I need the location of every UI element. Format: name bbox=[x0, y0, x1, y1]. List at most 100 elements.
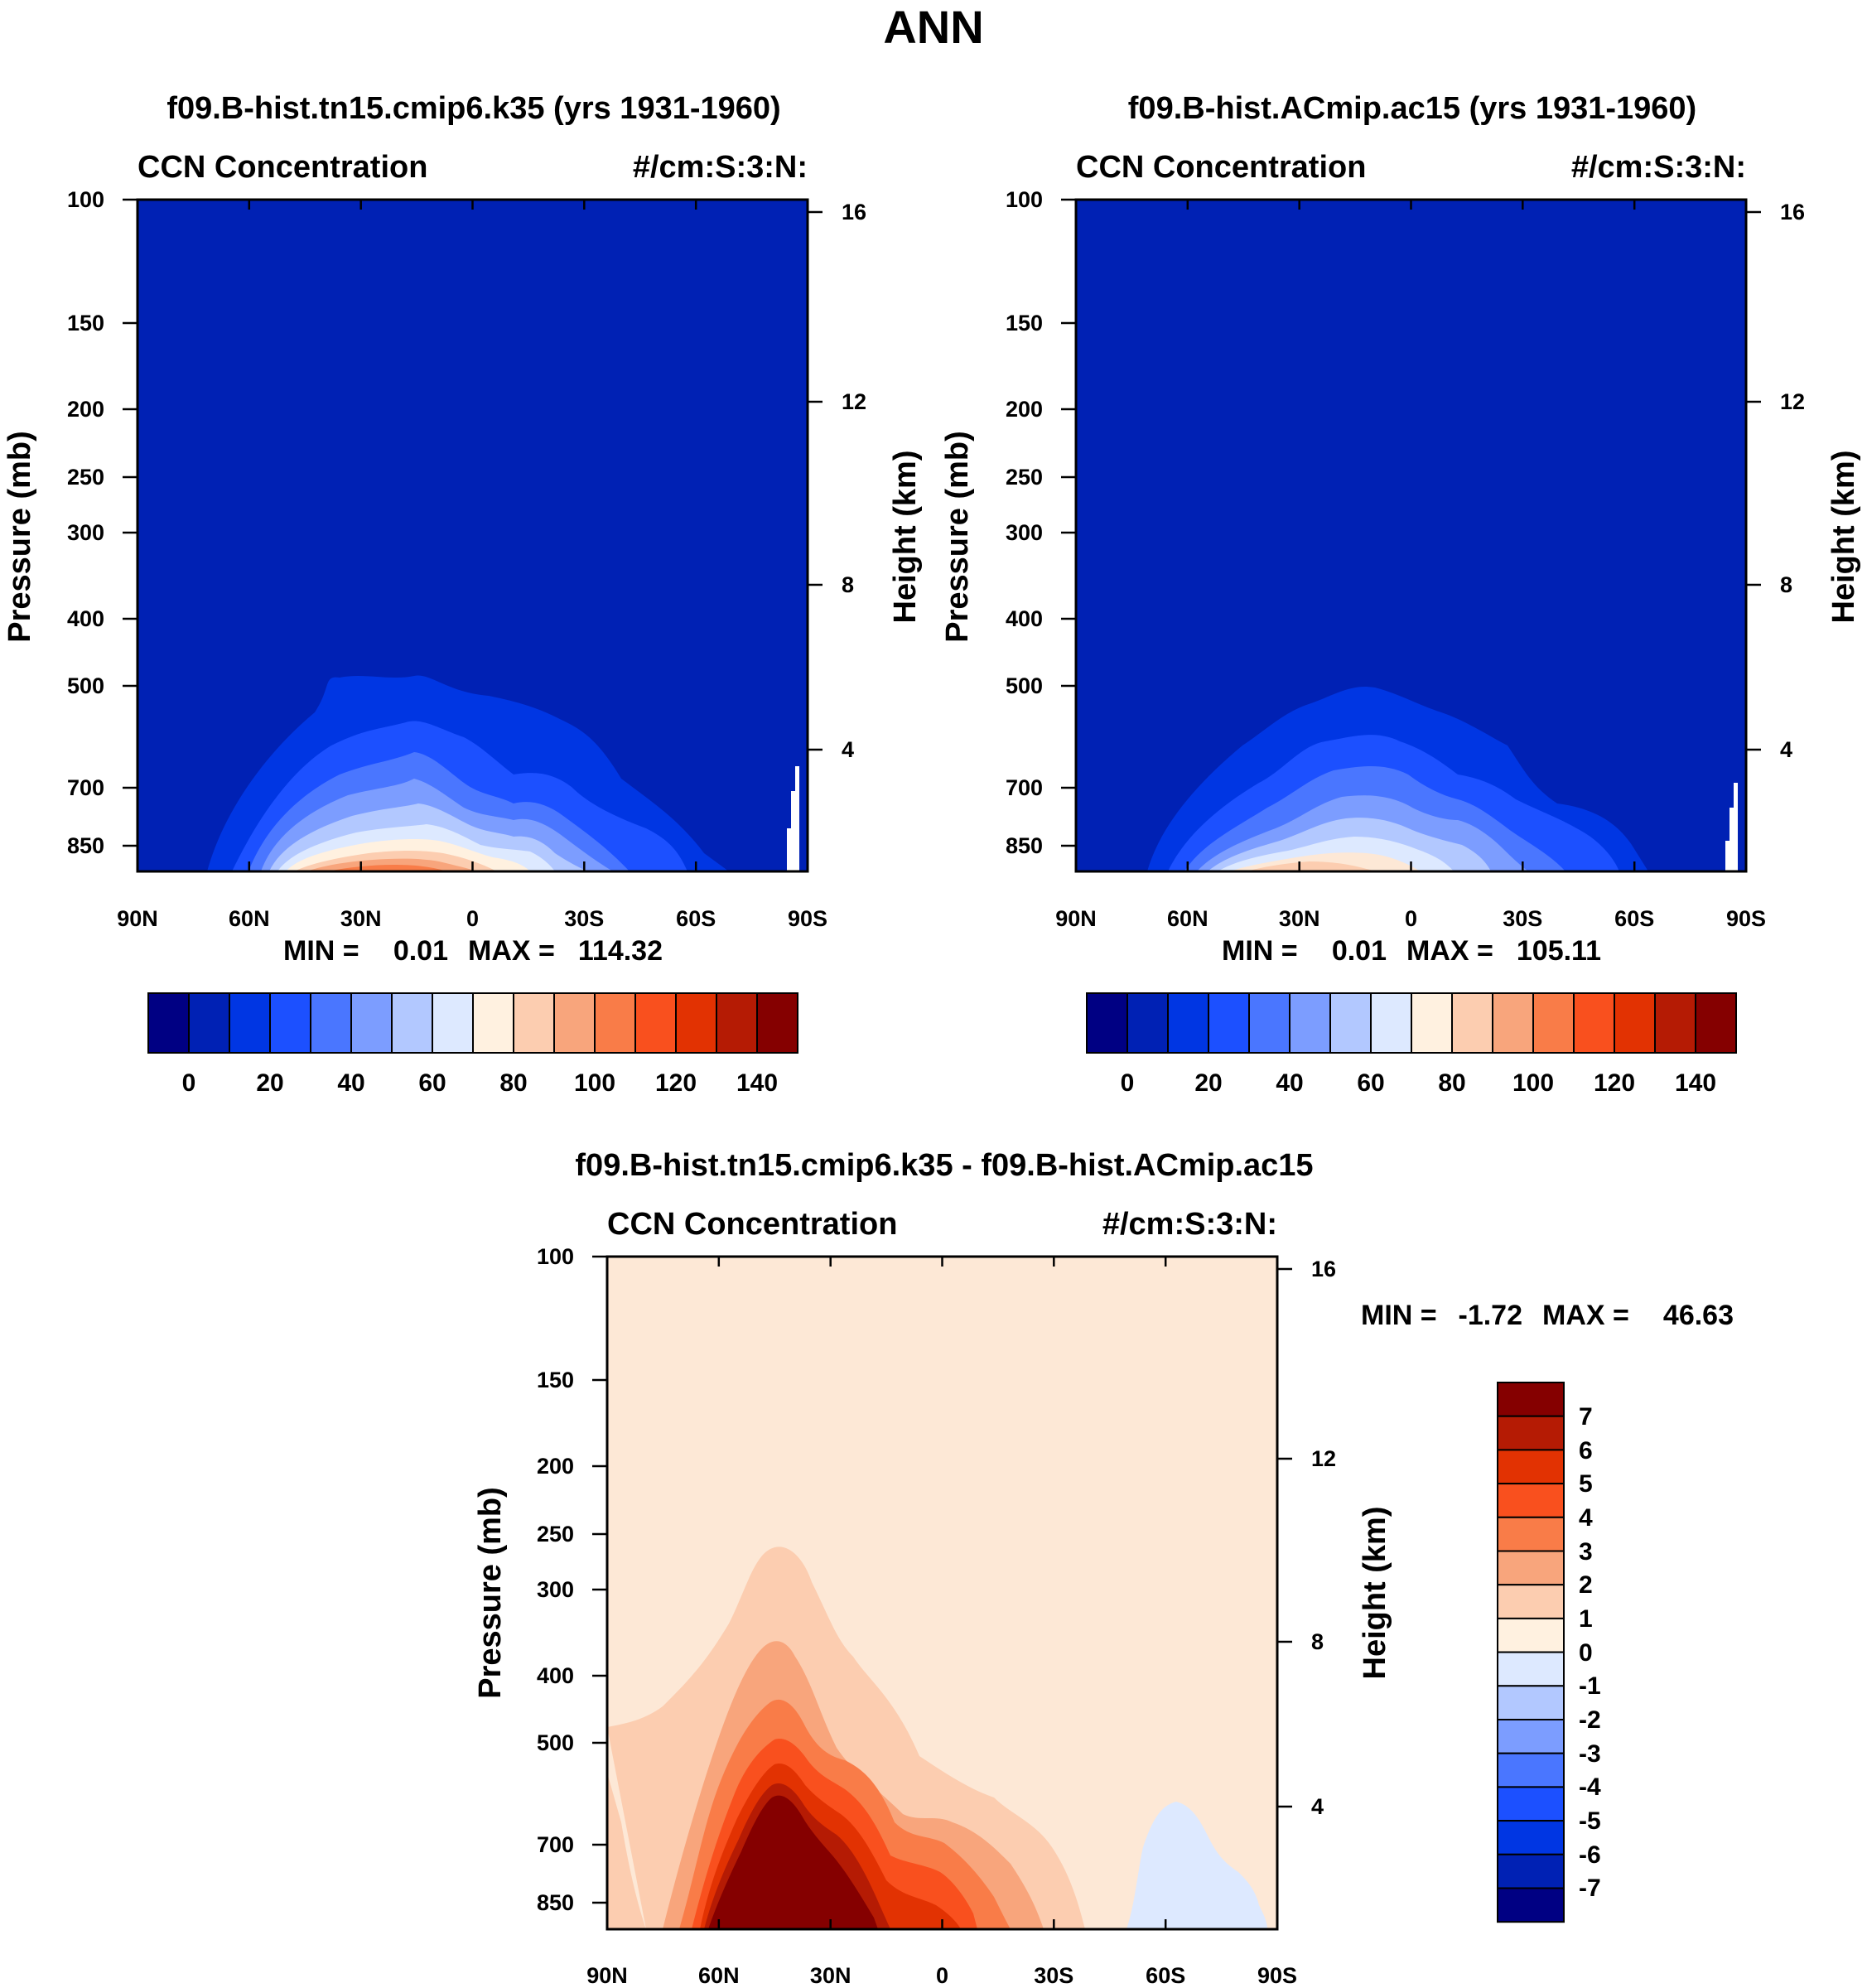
x-tick-label-case1: 90N bbox=[117, 906, 158, 931]
left-label-diff: CCN Concentration bbox=[607, 1207, 897, 1242]
colorbar-label-diff: 4 bbox=[1579, 1504, 1593, 1532]
y2-tick-label-diff: 12 bbox=[1311, 1446, 1336, 1471]
min-label-diff: MIN = bbox=[1361, 1300, 1437, 1331]
x-tick-label-diff: 60N bbox=[698, 1963, 740, 1988]
colorbar-label-case2: 80 bbox=[1438, 1069, 1465, 1097]
y-tick-label-case2: 400 bbox=[1006, 606, 1043, 631]
panel-diff: f09.B-hist.tn15.cmip6.k35 - f09.B-hist.A… bbox=[473, 1148, 1734, 1988]
y-tick-label-diff: 150 bbox=[537, 1368, 574, 1392]
colorbar-swatch bbox=[1289, 992, 1331, 1054]
colorbar-swatches-case1 bbox=[147, 992, 798, 1054]
colorbar-swatch bbox=[1532, 992, 1575, 1054]
colorbar-swatch bbox=[1497, 1617, 1565, 1653]
y-tick-label-case1: 100 bbox=[67, 187, 104, 212]
y-tick-label-diff: 850 bbox=[537, 1890, 574, 1915]
y-tick-label-diff: 400 bbox=[537, 1663, 574, 1688]
max-label-case2: MAX = bbox=[1406, 935, 1493, 967]
colorbar-label-case1: 20 bbox=[256, 1069, 283, 1097]
colorbar-label-case1: 40 bbox=[337, 1069, 364, 1097]
ticks-case2 bbox=[1061, 198, 1761, 871]
max-label-diff: MAX = bbox=[1542, 1300, 1629, 1331]
colorbar-label-diff: -7 bbox=[1579, 1875, 1601, 1902]
colorbar-swatch bbox=[1497, 1584, 1565, 1619]
colorbar-swatch bbox=[594, 992, 636, 1054]
colorbar-label-diff: 1 bbox=[1579, 1605, 1593, 1633]
colorbar-label-case1: 140 bbox=[736, 1069, 778, 1097]
colorbar-swatch bbox=[1086, 992, 1128, 1054]
colorbar-label-diff: -4 bbox=[1579, 1773, 1601, 1801]
panel-title-diff: f09.B-hist.tn15.cmip6.k35 - f09.B-hist.A… bbox=[575, 1148, 1313, 1183]
colorbar-swatch bbox=[1497, 1752, 1565, 1788]
colorbar-swatch bbox=[1126, 992, 1169, 1054]
min-label-case2: MIN = bbox=[1222, 935, 1298, 967]
contour-level-10-case1 bbox=[327, 865, 447, 871]
y2-tick-labels-diff: 16 12 8 4 bbox=[1311, 1257, 1336, 1819]
y-tick-label-diff: 100 bbox=[537, 1244, 574, 1269]
colorbar-labels-diff: 7 6 5 4 3 2 1 0 -1 -2 -3 -4 -5 -6 -7 bbox=[1579, 1403, 1601, 1902]
colorbar-swatch bbox=[675, 992, 717, 1054]
y2-tick-label-case2: 4 bbox=[1780, 737, 1792, 762]
panel-title-case1: f09.B-hist.tn15.cmip6.k35 (yrs 1931-1960… bbox=[166, 91, 780, 126]
colorbar-swatch bbox=[472, 992, 514, 1054]
y-tick-label-case1: 200 bbox=[67, 397, 104, 422]
colorbar-swatch bbox=[147, 992, 190, 1054]
colorbar-label-case2: 100 bbox=[1512, 1069, 1554, 1097]
colorbar-label-diff: -6 bbox=[1579, 1841, 1601, 1869]
x-tick-label-case1: 60N bbox=[229, 906, 270, 931]
y-axis-label-case1: Pressure (mb) bbox=[2, 431, 37, 643]
colorbar-case2: 0 20 40 60 80 100 120 140 bbox=[1086, 992, 1737, 1097]
min-label-case1: MIN = bbox=[283, 935, 359, 967]
colorbar-swatch bbox=[553, 992, 596, 1054]
colorbar-swatch bbox=[1208, 992, 1250, 1054]
y-tick-labels-case1: 100 150 200 250 300 400 500 700 850 bbox=[67, 187, 104, 858]
x-tick-label-diff: 90S bbox=[1257, 1963, 1297, 1988]
colorbar-swatch bbox=[1411, 992, 1453, 1054]
y2-tick-label-case1: 8 bbox=[842, 572, 854, 597]
colorbar-swatch bbox=[634, 992, 677, 1054]
missing-data-patch-case2 bbox=[1725, 783, 1738, 871]
colorbar-label-case2: 60 bbox=[1357, 1069, 1384, 1097]
ticks-case1 bbox=[123, 198, 823, 871]
y2-tick-labels-case1: 16 12 8 4 bbox=[842, 200, 866, 762]
y-tick-label-case2: 150 bbox=[1006, 311, 1043, 335]
colorbar-swatch bbox=[1497, 1449, 1565, 1485]
colorbar-label-diff: 5 bbox=[1579, 1470, 1593, 1498]
y-tick-label-case1: 850 bbox=[67, 833, 104, 858]
panel-case1: f09.B-hist.tn15.cmip6.k35 (yrs 1931-1960… bbox=[2, 91, 923, 1097]
colorbar-swatch bbox=[1451, 992, 1493, 1054]
y2-tick-label-case1: 4 bbox=[842, 737, 854, 762]
colorbar-label-case1: 120 bbox=[655, 1069, 697, 1097]
plot-area-diff bbox=[605, 1255, 1279, 1931]
x-tick-label-case2: 90N bbox=[1055, 906, 1097, 931]
x-tick-label-diff: 30S bbox=[1034, 1963, 1073, 1988]
plot-area-case1 bbox=[136, 198, 809, 873]
colorbar-swatch bbox=[1497, 1651, 1565, 1687]
colorbar-label-case2: 0 bbox=[1121, 1069, 1135, 1097]
y-axis-label-diff: Pressure (mb) bbox=[473, 1487, 508, 1699]
colorbar-case1: 0 20 40 60 80 100 120 140 bbox=[147, 992, 798, 1097]
colorbar-label-case2: 120 bbox=[1594, 1069, 1635, 1097]
colorbar-label-diff: -3 bbox=[1579, 1740, 1601, 1768]
y2-axis-label-case2: Height (km) bbox=[1826, 451, 1861, 624]
colorbar-swatch bbox=[1167, 992, 1209, 1054]
y-tick-label-diff: 200 bbox=[537, 1454, 574, 1479]
ticks-diff bbox=[592, 1255, 1292, 1929]
y2-tick-label-case1: 16 bbox=[842, 200, 866, 224]
colorbar-swatch bbox=[1329, 992, 1372, 1054]
y-tick-label-case2: 500 bbox=[1006, 673, 1043, 698]
x-tick-label-diff: 30N bbox=[810, 1963, 851, 1988]
x-tick-label-diff: 60S bbox=[1146, 1963, 1185, 1988]
max-value-diff: 46.63 bbox=[1663, 1300, 1734, 1331]
colorbar-swatches-case2 bbox=[1086, 992, 1737, 1054]
colorbar-swatch bbox=[1497, 1382, 1565, 1417]
y-tick-label-case2: 100 bbox=[1006, 187, 1043, 212]
colorbar-swatch bbox=[1497, 1550, 1565, 1586]
colorbar-swatch bbox=[1497, 1516, 1565, 1552]
x-tick-label-case2: 60S bbox=[1614, 906, 1654, 931]
colorbar-labels-case1: 0 20 40 60 80 100 120 140 bbox=[182, 1069, 778, 1097]
max-label-case1: MAX = bbox=[468, 935, 555, 967]
y-tick-label-case1: 250 bbox=[67, 465, 104, 490]
colorbar-swatch bbox=[1573, 992, 1615, 1054]
missing-data-patch-case1 bbox=[787, 766, 799, 871]
y-tick-label-case1: 150 bbox=[67, 311, 104, 335]
